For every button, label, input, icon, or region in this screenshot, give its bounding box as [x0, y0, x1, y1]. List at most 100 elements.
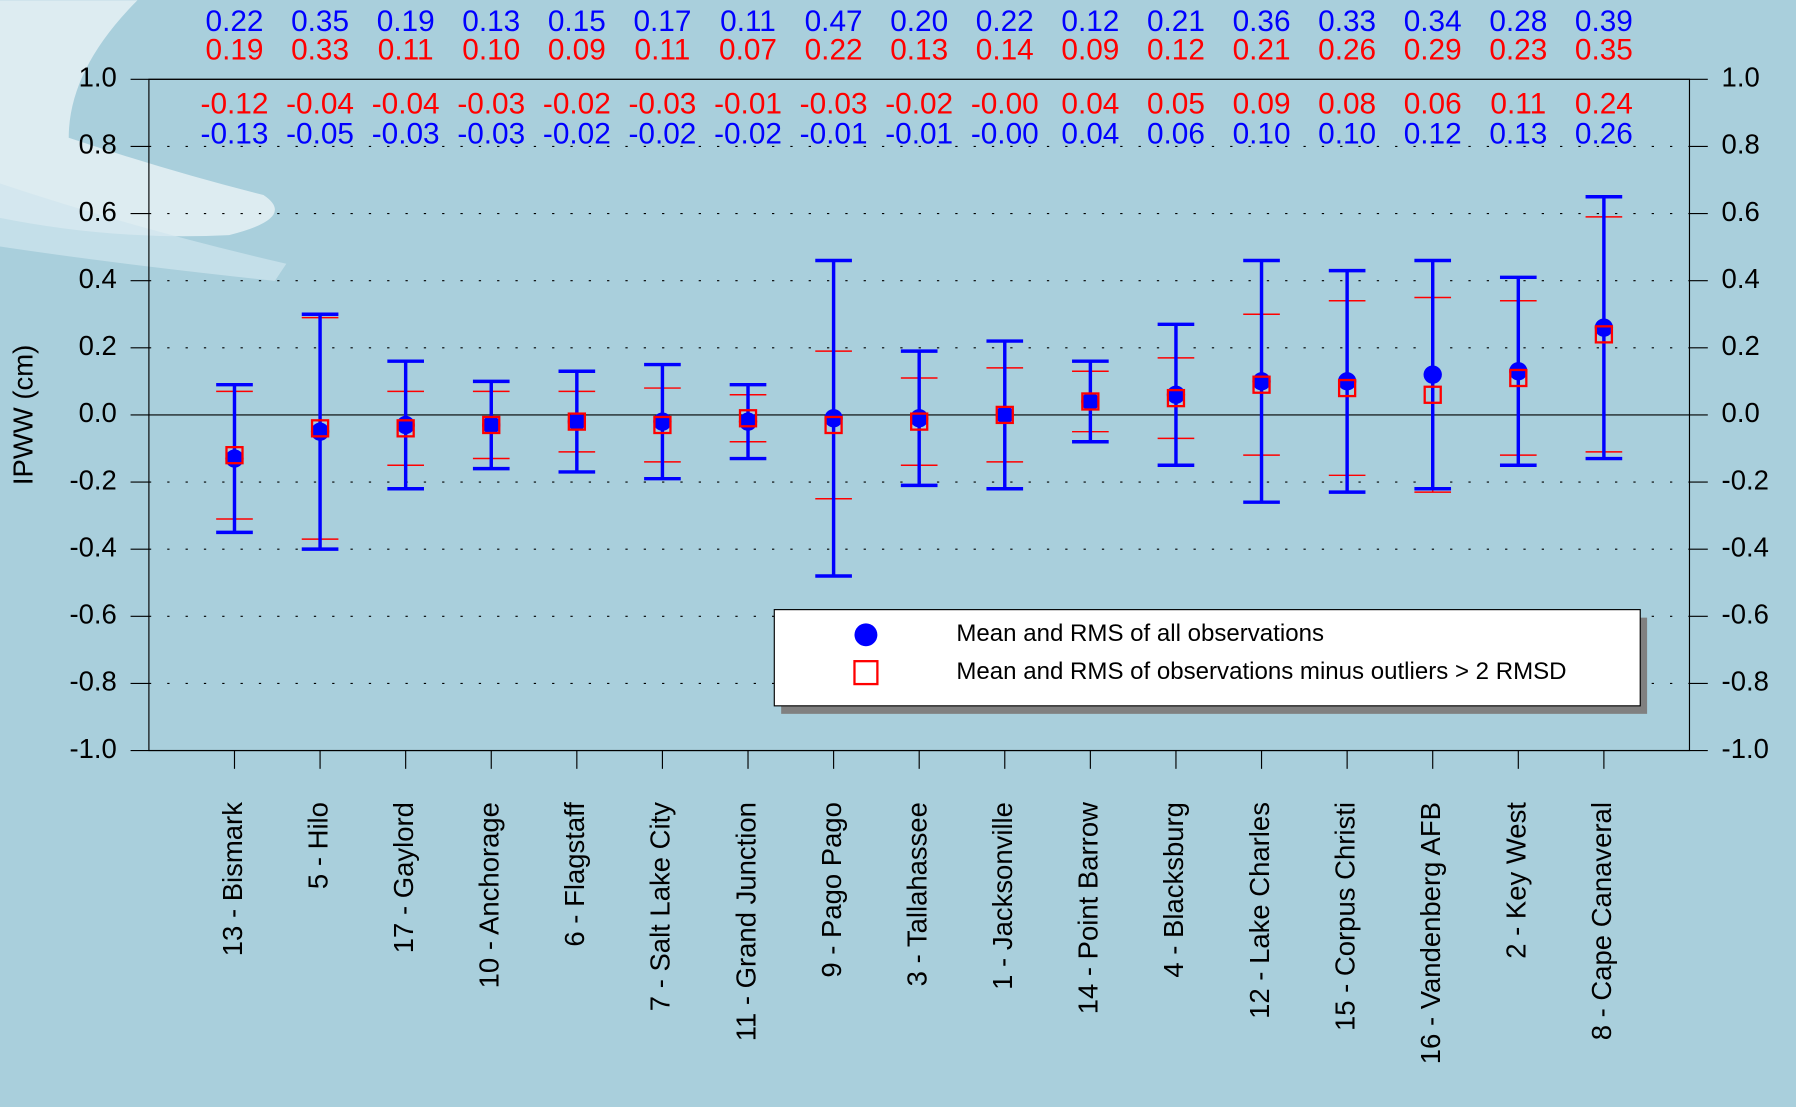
mean-label: -0.05 [286, 117, 354, 150]
y-tick-label: -0.8 [69, 666, 116, 697]
mean-label: -0.01 [885, 117, 953, 150]
mean-label: -0.03 [372, 117, 440, 150]
y2-tick-label: 0.2 [1722, 330, 1760, 361]
x-tick-label: 6 - Flagstaff [559, 802, 590, 947]
y-tick-label: -1.0 [69, 733, 116, 764]
mean-label: 0.24 [1575, 88, 1633, 121]
mean-label: 0.12 [1404, 117, 1462, 150]
mean-label: -0.02 [714, 117, 782, 150]
rms-label: 0.11 [378, 34, 434, 67]
mean-label: 0.13 [1489, 117, 1547, 150]
y-tick-label: -0.4 [69, 531, 116, 562]
y-tick-label: 1.0 [79, 62, 117, 93]
rms-label: 0.11 [635, 34, 691, 67]
y2-tick-label: 0.4 [1722, 263, 1760, 294]
mean-label: 0.11 [1490, 88, 1546, 121]
x-tick-label: 5 - Hilo [302, 802, 333, 889]
y-tick-label: 0.4 [79, 263, 117, 294]
mean-dot [225, 449, 243, 467]
mean-label: 0.05 [1147, 88, 1205, 121]
x-tick-label: 14 - Point Barrow [1073, 802, 1104, 1014]
mean-dot [1167, 386, 1185, 404]
rms-label: 0.07 [719, 34, 777, 67]
mean-dot [1509, 362, 1527, 380]
mean-label: 0.08 [1318, 88, 1376, 121]
mean-label: 0.10 [1233, 117, 1291, 150]
mean-dot [1424, 365, 1442, 383]
mean-label: -0.02 [543, 117, 611, 150]
rms-label: 0.23 [1489, 34, 1547, 67]
y2-tick-label: 1.0 [1722, 62, 1760, 93]
x-tick-label: 17 - Gaylord [388, 802, 419, 953]
mean-dot [653, 412, 671, 430]
mean-label: -0.12 [201, 88, 269, 121]
y-axis-label: IPWW (cm) [7, 345, 38, 485]
mean-label: -0.04 [286, 88, 354, 121]
mean-label: -0.03 [457, 117, 525, 150]
legend-label: Mean and RMS of observations minus outli… [956, 658, 1566, 685]
y-tick-label: -0.2 [69, 464, 116, 495]
page: IPWW (cm) -1.0-1.0-0.8-0.8-0.6-0.6-0.4-0… [0, 0, 1796, 1107]
mean-label: -0.03 [628, 88, 696, 121]
y2-tick-label: -0.8 [1722, 666, 1769, 697]
chart: IPWW (cm) -1.0-1.0-0.8-0.8-0.6-0.6-0.4-0… [0, 0, 1796, 1107]
x-tick-label: 11 - Grand Junction [730, 802, 761, 1041]
mean-label: -0.02 [885, 88, 953, 121]
x-tick-label: 1 - Jacksonville [987, 802, 1018, 990]
mean-label: 0.10 [1318, 117, 1376, 150]
mean-label: -0.04 [372, 88, 440, 121]
mean-label: 0.09 [1233, 88, 1291, 121]
x-tick-label: 3 - Tallahassee [901, 802, 932, 986]
mean-dot [482, 416, 500, 434]
y-tick-label: 0.8 [79, 129, 117, 160]
mean-label: -0.02 [628, 117, 696, 150]
x-tick-label: 8 - Cape Canaveral [1586, 802, 1617, 1040]
x-tick-label: 2 - Key West [1501, 802, 1532, 959]
mean-label: 0.06 [1404, 88, 1462, 121]
rms-label: 0.26 [1318, 34, 1376, 67]
y-tick-label: 0.0 [79, 397, 117, 428]
mean-dot [568, 412, 586, 430]
mean-label: -0.03 [800, 88, 868, 121]
mean-dot [311, 423, 329, 441]
mean-label: -0.00 [971, 117, 1039, 150]
y-tick-label: -0.6 [69, 599, 116, 630]
mean-label: -0.03 [457, 88, 525, 121]
rms-label: 0.21 [1233, 34, 1291, 67]
legend-marker [854, 623, 877, 646]
mean-label: 0.04 [1061, 88, 1119, 121]
rms-label: 0.12 [1147, 34, 1205, 67]
rms-label: 0.19 [206, 34, 264, 67]
rms-label: 0.10 [462, 34, 520, 67]
rms-label: 0.13 [890, 34, 948, 67]
x-tick-label: 12 - Lake Charles [1244, 802, 1275, 1019]
x-tick-label: 7 - Salt Lake City [645, 802, 676, 1011]
mean-dot [739, 412, 757, 430]
mean-dot [1081, 392, 1099, 410]
y2-tick-label: 0.6 [1722, 196, 1760, 227]
rms-label: 0.35 [1575, 34, 1633, 67]
mean-label: -0.02 [543, 88, 611, 121]
mean-label: -0.01 [800, 117, 868, 150]
mean-dot [397, 416, 415, 434]
y2-tick-label: -0.4 [1722, 531, 1769, 562]
mean-dot [996, 406, 1014, 424]
rms-label: 0.29 [1404, 34, 1462, 67]
mean-dot [1338, 372, 1356, 390]
x-tick-label: 9 - Pago Pago [816, 802, 847, 978]
mean-label: -0.00 [971, 88, 1039, 121]
y2-tick-label: -0.6 [1722, 599, 1769, 630]
mean-dot [824, 409, 842, 427]
mean-label: 0.04 [1061, 117, 1119, 150]
legend-label: Mean and RMS of all observations [956, 620, 1324, 647]
y-tick-label: 0.2 [79, 330, 117, 361]
rms-label: 0.09 [548, 34, 606, 67]
x-tick-label: 15 - Corpus Christi [1329, 802, 1360, 1031]
rms-label: 0.14 [976, 34, 1034, 67]
rms-label: 0.09 [1061, 34, 1119, 67]
mean-dot [1595, 318, 1613, 336]
mean-label: 0.26 [1575, 117, 1633, 150]
x-tick-label: 10 - Anchorage [474, 802, 505, 988]
mean-label: -0.13 [201, 117, 269, 150]
y2-tick-label: 0.0 [1722, 397, 1760, 428]
